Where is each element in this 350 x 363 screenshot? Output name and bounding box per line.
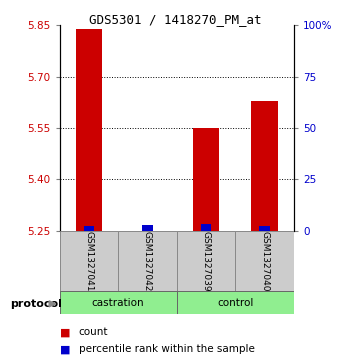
Bar <box>201 224 211 231</box>
Bar <box>177 291 294 314</box>
Text: percentile rank within the sample: percentile rank within the sample <box>79 344 255 354</box>
Text: castration: castration <box>92 298 145 308</box>
Text: protocol: protocol <box>10 299 62 309</box>
Text: GSM1327041: GSM1327041 <box>84 231 93 291</box>
Bar <box>259 227 270 231</box>
Bar <box>84 227 94 231</box>
Bar <box>252 101 278 231</box>
Text: ■: ■ <box>60 344 70 354</box>
Bar <box>142 225 153 231</box>
Text: control: control <box>217 298 253 308</box>
Bar <box>118 231 177 292</box>
Bar <box>235 231 294 292</box>
Text: GDS5301 / 1418270_PM_at: GDS5301 / 1418270_PM_at <box>89 13 261 26</box>
Bar <box>193 128 219 231</box>
Text: ■: ■ <box>60 327 70 337</box>
Bar <box>76 29 102 231</box>
Text: GSM1327040: GSM1327040 <box>260 231 269 291</box>
Text: GSM1327039: GSM1327039 <box>202 231 211 292</box>
Bar <box>60 291 177 314</box>
Bar <box>60 231 118 292</box>
Text: GSM1327042: GSM1327042 <box>143 231 152 291</box>
Bar <box>177 231 235 292</box>
Text: count: count <box>79 327 108 337</box>
